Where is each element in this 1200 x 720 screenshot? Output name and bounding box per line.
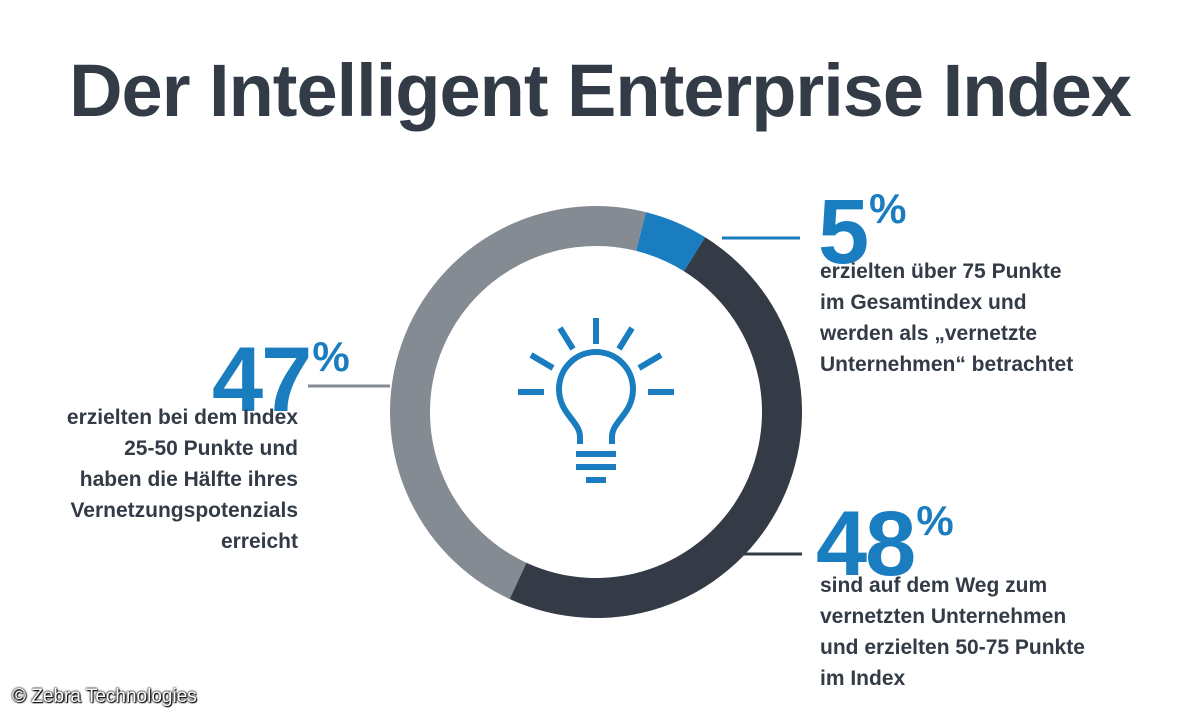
donut-segments (390, 206, 803, 618)
desc-line: erreicht (220, 530, 298, 553)
desc-line: sind auf dem Weg zum (820, 574, 1048, 597)
desc-line: Unternehmen“ betrachtet (820, 353, 1074, 376)
donut-segment-5 (636, 212, 706, 272)
desc-line: im Index (820, 667, 906, 690)
lightbulb-icon (518, 318, 674, 483)
image-credit: © Zebra Technologies (12, 686, 197, 707)
desc-line: erzielten bei dem Index (66, 406, 298, 429)
stat-48-percent: 48% (816, 498, 954, 590)
stat-5-percent: 5% (818, 186, 907, 278)
desc-line: Vernetzungspotenzials (70, 499, 298, 522)
desc-line: vernetzten Unternehmen (820, 605, 1067, 628)
desc-line: werden als „vernetzte (820, 322, 1038, 345)
donut-segment-48 (509, 237, 803, 618)
stat-48-description: sind auf dem Weg zum vernetzten Unterneh… (820, 570, 1180, 694)
stat-47-description: erzielten bei dem Index 25-50 Punkte und… (0, 402, 298, 557)
desc-line: 25-50 Punkte und (124, 437, 298, 460)
stat-5-value: 5 (818, 181, 869, 283)
stat-5-description: erzielten über 75 Punkte im Gesamtindex … (820, 256, 1180, 380)
donut-segment-47 (390, 206, 646, 600)
desc-line: im Gesamtindex und (820, 291, 1027, 314)
desc-line: erzielten über 75 Punkte (820, 260, 1062, 283)
stat-48-value: 48 (816, 493, 916, 595)
stat-47-value: 47 (212, 329, 312, 431)
stat-47-percent: 47% (212, 334, 350, 426)
desc-line: und erzielten 50-75 Punkte (820, 636, 1085, 659)
desc-line: haben die Hälfte ihres (79, 468, 298, 491)
stat-5-unit: % (869, 185, 907, 232)
stat-47-unit: % (312, 333, 350, 380)
leader-lines (308, 236, 802, 556)
chart-title: Der Intelligent Enterprise Index (69, 49, 1132, 132)
stat-48-unit: % (916, 497, 954, 544)
